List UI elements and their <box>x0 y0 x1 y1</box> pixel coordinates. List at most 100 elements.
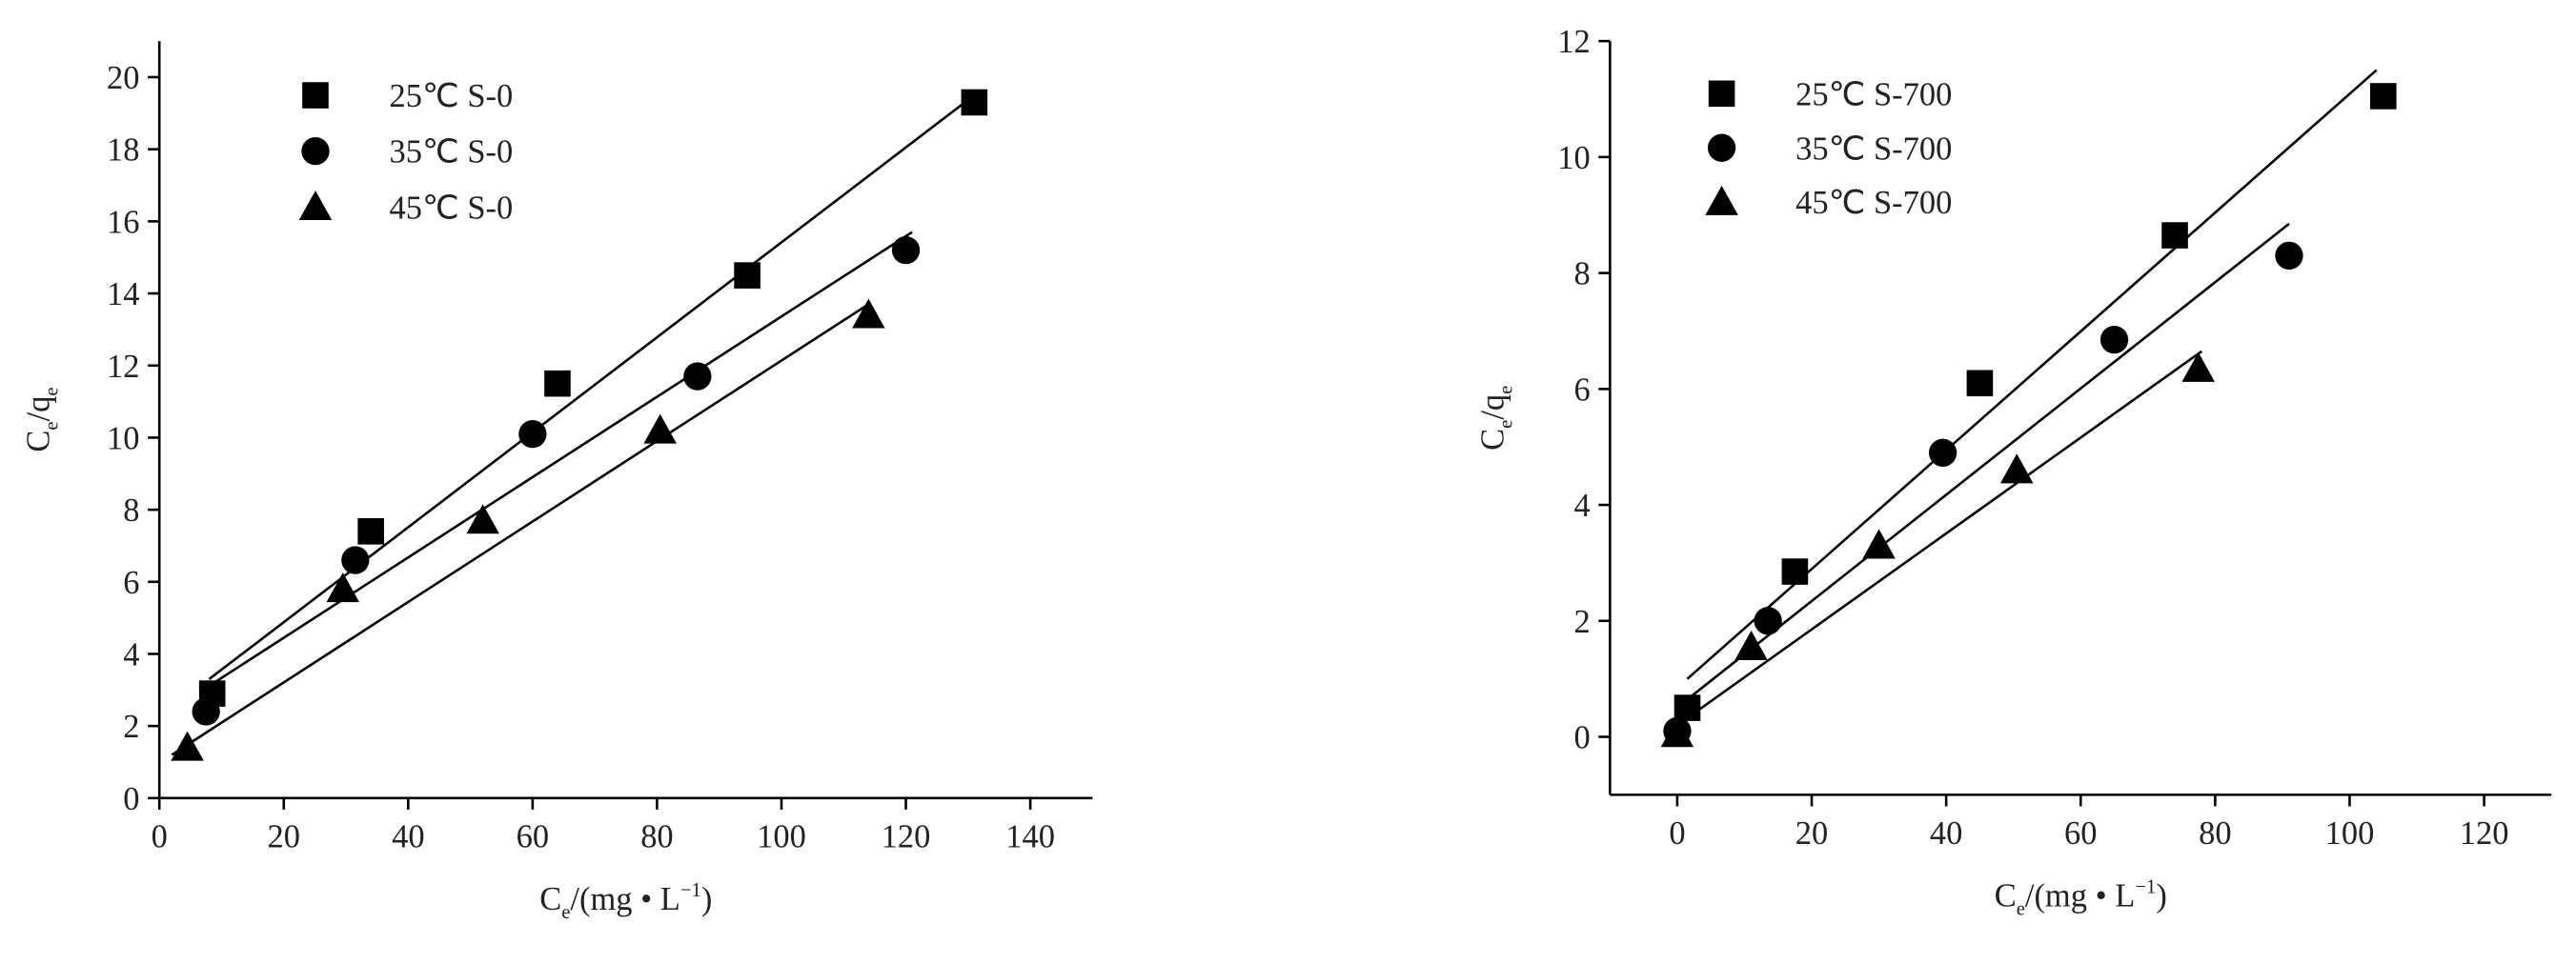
marker-circle <box>341 546 370 574</box>
marker-circle <box>1754 607 1782 635</box>
y-tick-label: 2 <box>1573 604 1590 640</box>
marker-square <box>544 370 571 397</box>
marker-square <box>2161 222 2188 249</box>
legend-label: 25℃ S-0 <box>390 78 514 114</box>
marker-triangle <box>466 504 499 534</box>
legend-label: 45℃ S-700 <box>1795 185 1952 221</box>
axis-label-part: ) <box>2156 878 2166 914</box>
y-tick-label: 16 <box>107 204 139 240</box>
marker-triangle <box>1999 453 2034 484</box>
axis-label-part: /q <box>21 396 57 422</box>
axis-label-part: /(mg • L <box>2025 878 2135 914</box>
x-tick-label: 60 <box>2064 815 2097 852</box>
axis-label-part: e <box>1495 420 1516 429</box>
y-tick-label: 0 <box>1573 720 1590 756</box>
y-tick-label: 14 <box>107 276 139 312</box>
x-tick-label: 100 <box>757 819 806 855</box>
marker-circle <box>301 136 330 166</box>
marker-square <box>1781 558 1809 585</box>
axis-label-part: ) <box>701 881 712 917</box>
y-tick-label: 18 <box>107 132 139 169</box>
y-tick-label: 8 <box>123 492 139 529</box>
x-tick-label: 20 <box>268 819 300 855</box>
y-tick-label: 4 <box>1573 488 1590 524</box>
legend-label: 35℃ S-700 <box>1795 131 1952 167</box>
y-tick-label: 6 <box>123 565 139 601</box>
legend-label: 25℃ S-700 <box>1795 76 1952 112</box>
marker-triangle <box>643 413 677 444</box>
x-axis-label: Ce/(mg • L−1) <box>1995 877 2167 919</box>
marker-circle <box>1928 438 1957 467</box>
axis-label-part: /q <box>1474 394 1511 420</box>
x-tick-label: 80 <box>640 819 673 855</box>
x-tick-label: 0 <box>152 819 168 855</box>
marker-circle <box>2275 241 2303 270</box>
x-tick-label: 120 <box>882 819 931 855</box>
marker-square <box>1708 80 1735 108</box>
x-tick-label: 0 <box>1669 815 1685 852</box>
marker-square <box>1966 370 1994 397</box>
y-tick-label: 12 <box>107 349 139 385</box>
y-tick-label: 4 <box>123 637 139 673</box>
axis-label-part: C <box>539 881 561 917</box>
marker-triangle <box>852 298 885 329</box>
marker-triangle <box>1734 630 1768 660</box>
y-tick-label: 12 <box>1557 24 1590 60</box>
legend-label: 35℃ S-0 <box>390 134 514 171</box>
axis-label-part: e <box>2017 898 2025 919</box>
fit-line <box>1676 350 2203 727</box>
y-axis-label: Ce/qe <box>1474 386 1516 451</box>
x-tick-label: 40 <box>392 819 424 855</box>
y-tick-label: 20 <box>107 60 139 96</box>
marker-triangle <box>326 572 360 603</box>
x-tick-label: 140 <box>1005 819 1055 855</box>
axis-label-part: /(mg • L <box>570 881 679 917</box>
fit-line <box>208 93 976 680</box>
y-tick-label: 10 <box>107 420 139 456</box>
axis-label-part: e <box>41 387 62 395</box>
x-tick-label: 60 <box>517 819 549 855</box>
marker-square <box>2369 83 2397 110</box>
x-tick-label: 20 <box>1795 815 1828 852</box>
x-axis-label: Ce/(mg • L−1) <box>539 880 712 922</box>
axis-label-part: −1 <box>2135 877 2156 898</box>
marker-square <box>734 262 761 289</box>
y-tick-label: 0 <box>123 781 139 817</box>
x-tick-label: 100 <box>2325 815 2375 852</box>
axis-label-part: e <box>41 421 62 430</box>
marker-square <box>357 518 384 545</box>
fit-line <box>202 231 913 692</box>
x-tick-label: 80 <box>2199 815 2231 852</box>
marker-circle <box>891 235 921 265</box>
axis-label-part: C <box>1474 429 1511 451</box>
legend-label: 45℃ S-0 <box>390 190 514 226</box>
axis-label-part: e <box>561 902 570 923</box>
fit-line <box>171 303 870 756</box>
axis-label-part: C <box>1995 878 2017 914</box>
y-tick-label: 10 <box>1557 140 1590 176</box>
axis-label-part: C <box>21 431 57 452</box>
marker-triangle <box>1862 529 1896 559</box>
marker-circle <box>518 419 547 449</box>
marker-circle <box>683 362 712 391</box>
y-tick-label: 8 <box>1573 256 1590 292</box>
marker-triangle <box>1660 717 1694 748</box>
marker-circle <box>192 697 220 726</box>
marker-triangle <box>1705 185 1738 215</box>
y-tick-label: 2 <box>123 709 139 745</box>
marker-circle <box>1707 133 1736 162</box>
marker-circle <box>2099 325 2129 354</box>
marker-triangle <box>2181 351 2215 382</box>
marker-triangle <box>171 731 204 761</box>
marker-square <box>961 89 988 116</box>
marker-square <box>302 82 329 109</box>
fit-line <box>1686 69 2378 680</box>
marker-triangle <box>298 191 333 221</box>
fit-line <box>1683 222 2290 704</box>
x-tick-label: 120 <box>2460 815 2509 852</box>
y-axis-label: Ce/qe <box>21 387 63 452</box>
x-tick-label: 40 <box>1930 815 1962 852</box>
axis-label-part: e <box>1495 386 1516 394</box>
axis-label-part: −1 <box>680 880 701 901</box>
